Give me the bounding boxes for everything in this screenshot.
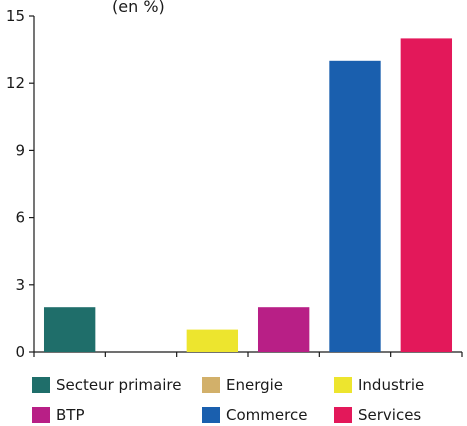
legend-swatch-industrie bbox=[334, 377, 352, 393]
legend-swatch-secteur-primaire bbox=[32, 377, 50, 393]
y-tick-label-15: 15 bbox=[6, 7, 25, 25]
chart-axes: 0 3 6 9 12 15 bbox=[6, 7, 463, 361]
y-tick-label-3: 3 bbox=[15, 276, 25, 294]
chart-bars bbox=[43, 38, 453, 353]
legend-item-industrie: Industrie bbox=[334, 376, 424, 394]
legend-item-services: Services bbox=[334, 406, 421, 424]
legend-swatch-commerce bbox=[202, 407, 220, 423]
legend-item-commerce: Commerce bbox=[202, 406, 307, 424]
legend-item-energie: Energie bbox=[202, 376, 283, 394]
y-tick-label-12: 12 bbox=[6, 74, 25, 92]
y-tick-label-0: 0 bbox=[15, 343, 25, 361]
bar-btp bbox=[257, 307, 310, 352]
bar-commerce bbox=[329, 60, 381, 353]
bar-secteur-primaire bbox=[43, 307, 96, 352]
chart-title-fragment: (en %) bbox=[112, 0, 165, 16]
bar-chart: (en %) 0 3 6 9 12 15 bbox=[6, 0, 463, 361]
legend-label-commerce: Commerce bbox=[226, 406, 308, 424]
legend-label-secteur-primaire: Secteur primaire bbox=[56, 376, 182, 394]
bar-services bbox=[400, 38, 453, 353]
y-tick-label-6: 6 bbox=[15, 209, 25, 227]
legend-swatch-energie bbox=[202, 377, 220, 393]
bar-industrie bbox=[186, 329, 239, 352]
legend-label-services: Services bbox=[358, 406, 422, 424]
legend-label-energie: Energie bbox=[226, 376, 284, 394]
legend-item-btp: BTP bbox=[32, 406, 85, 424]
legend-label-industrie: Industrie bbox=[358, 376, 425, 394]
legend-label-btp: BTP bbox=[56, 406, 85, 424]
legend-swatch-services bbox=[334, 407, 352, 423]
legend-item-secteur-primaire: Secteur primaire bbox=[32, 376, 181, 394]
legend-swatch-btp bbox=[32, 407, 50, 423]
y-tick-label-9: 9 bbox=[15, 141, 25, 159]
